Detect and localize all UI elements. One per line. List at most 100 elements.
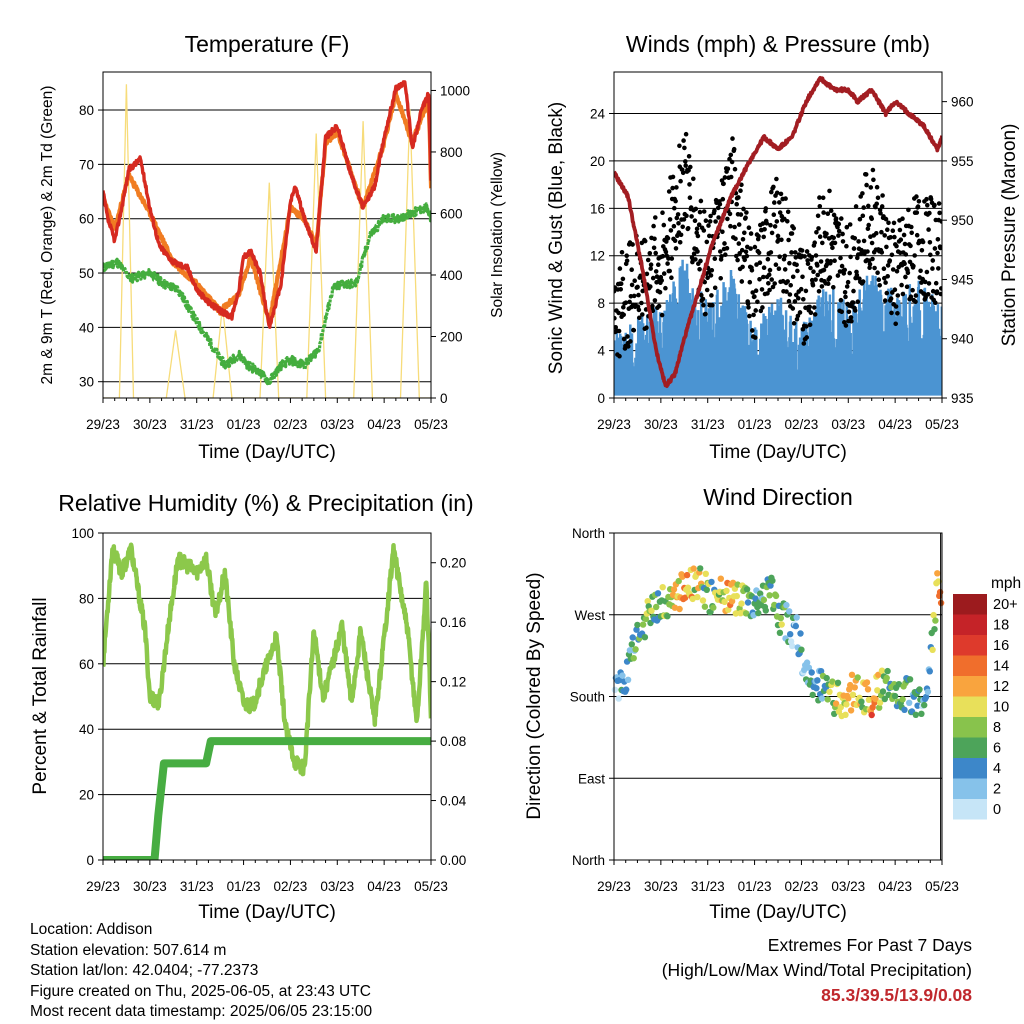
y-right-tick-label: 0.12	[440, 675, 466, 690]
direction-point	[728, 598, 736, 605]
legend-swatch	[953, 676, 987, 697]
station-location: Location: Addison	[30, 921, 153, 938]
legend-label: 18	[993, 618, 1009, 634]
y-tick-label: 4	[597, 344, 605, 359]
legend-label: 14	[993, 659, 1009, 675]
direction-point	[736, 605, 743, 612]
direction-point	[891, 692, 899, 700]
direction-point	[697, 565, 704, 572]
legend-swatch	[953, 778, 987, 799]
x-tick-label: 30/23	[133, 879, 167, 894]
direction-point	[743, 586, 751, 593]
gust-points	[614, 131, 942, 359]
legend-swatch	[953, 717, 987, 738]
direction-point	[793, 614, 800, 621]
direction-point	[912, 711, 919, 718]
x-tick-label: 04/23	[367, 879, 401, 894]
humidity-panel: Relative Humidity (%) & Precipitation (i…	[30, 490, 474, 923]
direction-title: Wind Direction	[703, 484, 853, 510]
legend-label: 2	[993, 782, 1001, 798]
y-tick-label: 24	[590, 106, 606, 121]
legend-label: 0	[993, 802, 1001, 818]
direction-point	[934, 570, 941, 577]
figure-created: Figure created on Thu, 2025-06-05, at 23…	[30, 982, 371, 1000]
direction-point	[847, 707, 855, 714]
direction-point	[921, 701, 928, 709]
y-right-tick-label: 0	[440, 391, 448, 406]
humidity-ylabel-left: Percent & Total Rainfall	[30, 597, 51, 794]
direction-point	[641, 634, 649, 641]
direction-point	[619, 672, 626, 679]
x-tick-label: 29/23	[86, 417, 120, 432]
direction-point	[762, 607, 769, 614]
y-tick-label: 20	[590, 154, 605, 169]
temperature-series	[103, 80, 431, 398]
direction-point	[786, 608, 793, 615]
y-tick-label: South	[570, 690, 605, 705]
x-tick-label: 02/23	[785, 417, 819, 432]
direction-point	[814, 677, 821, 684]
direction-point	[851, 684, 858, 691]
direction-point	[626, 647, 634, 654]
station-pressure-line	[614, 76, 942, 388]
direction-point	[797, 630, 804, 637]
direction-point	[723, 587, 730, 594]
direction-point	[875, 671, 882, 678]
y-right-tick-label: 0.16	[440, 615, 466, 630]
direction-point	[644, 598, 651, 605]
direction-point	[824, 696, 831, 703]
wind-panel: Winds (mph) & Pressure (mb) 29/23 30/23 31…	[546, 31, 1020, 463]
x-tick-label: 29/23	[86, 879, 120, 894]
direction-point	[769, 577, 776, 584]
direction-point	[899, 696, 906, 703]
direction-point	[832, 700, 840, 707]
temperature-ylabel-left: 2m & 9m T (Red, Orange) & 2m Td (Green)	[39, 86, 56, 385]
y-tick-label: 100	[71, 526, 94, 541]
direction-point	[708, 578, 715, 586]
temperature-panel: Temperature (F) 29/23 30/23 31/23 01/23 02/2…	[39, 31, 506, 463]
direction-point	[664, 613, 671, 620]
x-tick-label: 03/23	[831, 417, 865, 432]
direction-point	[642, 615, 650, 623]
y-right-tick-label: 955	[951, 154, 974, 169]
humidity-series	[103, 542, 431, 860]
y-tick-label: 70	[79, 157, 94, 172]
wind-xlabel: Time (Day/UTC)	[709, 442, 847, 463]
direction-point	[914, 702, 921, 709]
direction-point	[766, 592, 773, 599]
solar-insolation-line	[103, 84, 431, 398]
direction-point	[788, 642, 796, 650]
x-tick-label: 03/23	[320, 417, 354, 432]
direction-point	[632, 646, 639, 653]
direction-panel: Wind Direction 29/23 30/23 31/23 01/23 02/23…	[524, 484, 1021, 923]
direction-point	[611, 686, 619, 693]
direction-point	[624, 676, 632, 683]
x-tick-label: 31/23	[180, 879, 214, 894]
y-tick-label: 40	[79, 722, 94, 737]
direction-point	[659, 584, 666, 591]
y-right-tick-label: 960	[951, 95, 974, 110]
direction-point	[884, 667, 891, 675]
y-tick-label: 80	[79, 591, 94, 606]
direction-point	[881, 695, 888, 703]
x-tick-label: 01/23	[738, 417, 772, 432]
x-tick-label: 02/23	[274, 879, 308, 894]
legend-swatch	[953, 655, 987, 676]
direction-point	[628, 641, 635, 648]
y-tick-label: 40	[79, 320, 94, 335]
x-tick-label: 02/23	[785, 879, 819, 894]
x-tick-label: 01/23	[227, 879, 261, 894]
y-tick-label: North	[572, 853, 605, 868]
direction-point	[906, 676, 914, 683]
direction-point	[633, 626, 640, 633]
y-tick-label: 16	[590, 201, 605, 216]
legend-swatch	[953, 635, 987, 656]
direction-point	[725, 606, 732, 613]
x-tick-label: 05/23	[925, 879, 959, 894]
direction-point	[623, 686, 630, 693]
direction-point	[868, 711, 875, 719]
direction-point	[872, 695, 879, 703]
direction-point	[629, 634, 636, 641]
direction-point	[776, 629, 784, 636]
